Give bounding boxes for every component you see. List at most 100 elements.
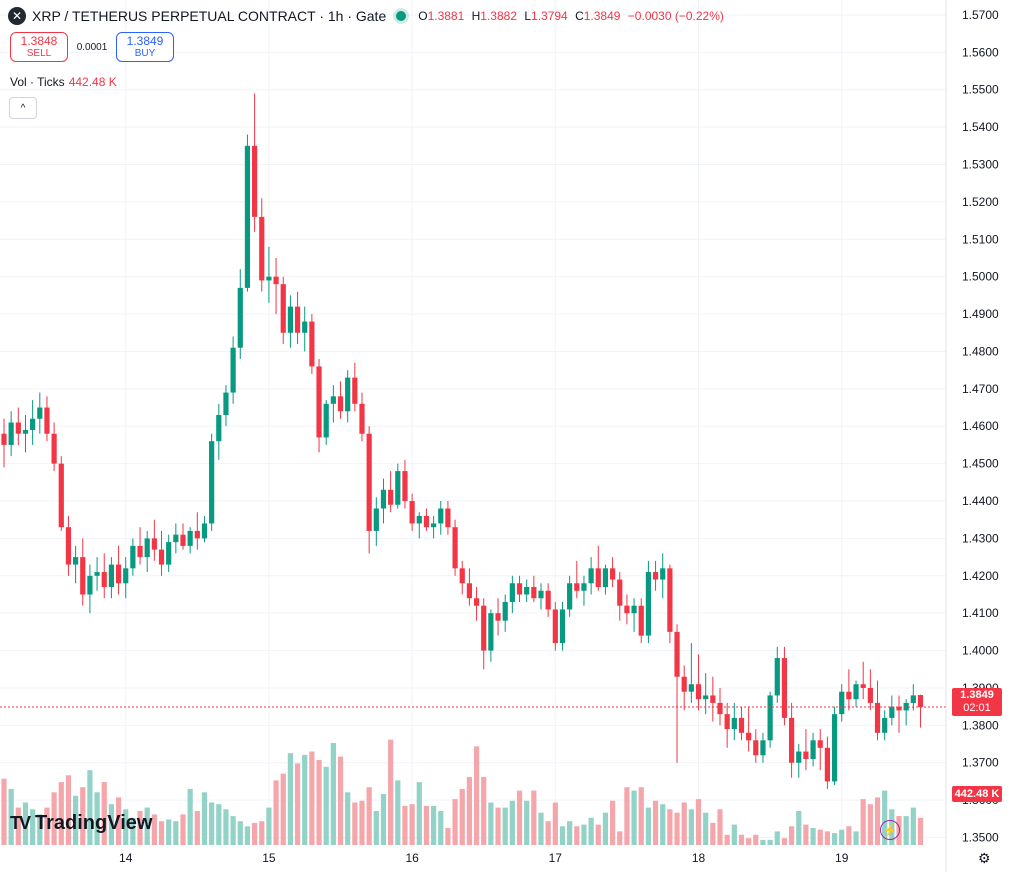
candle[interactable] [280,276,286,344]
candle[interactable] [882,710,888,741]
candle[interactable] [559,601,566,651]
candle[interactable] [22,415,29,453]
candle[interactable] [423,508,430,531]
candle[interactable] [760,732,766,763]
candle[interactable] [445,501,451,535]
candle[interactable] [710,676,716,722]
candle[interactable] [309,314,315,374]
candle[interactable] [216,403,222,460]
candle[interactable] [810,732,816,767]
candle[interactable] [345,370,351,423]
candle[interactable] [803,729,809,771]
candle[interactable] [846,669,852,711]
candle[interactable] [194,512,200,550]
candle[interactable] [652,560,659,591]
candle[interactable] [638,598,644,644]
candle[interactable] [416,512,422,539]
symbol-title[interactable]: XRP / TETHERUS PERPETUAL CONTRACT · 1h ·… [32,8,387,24]
candle[interactable] [917,694,924,728]
candle[interactable] [874,680,881,741]
candle[interactable] [617,572,623,621]
candle[interactable] [409,493,415,531]
candle[interactable] [567,575,573,617]
candle[interactable] [316,358,322,453]
candle[interactable] [796,744,802,778]
candle[interactable] [602,564,609,595]
candle[interactable] [180,523,186,550]
candle[interactable] [459,560,465,595]
candle[interactable] [581,575,587,606]
volume-legend[interactable]: Vol · Ticks 442.48 K [10,75,117,89]
candle[interactable] [1,418,7,468]
candle[interactable] [359,392,365,442]
collapse-legend-button[interactable]: ^ [9,97,37,119]
candle[interactable] [158,530,165,576]
candle[interactable] [244,134,251,292]
candle[interactable] [223,385,229,427]
candle[interactable] [746,706,752,752]
buy-button[interactable]: 1.3849 BUY [116,32,174,62]
candle[interactable] [373,497,379,546]
candle[interactable] [595,545,601,591]
candle[interactable] [552,601,558,651]
candle[interactable] [287,295,293,348]
candle[interactable] [774,646,780,703]
candle[interactable] [853,680,859,707]
candle[interactable] [660,553,666,599]
candle[interactable] [294,291,301,344]
candle[interactable] [438,501,444,535]
candle[interactable] [667,564,673,644]
candle[interactable] [323,400,329,445]
candle[interactable] [58,456,64,531]
candle[interactable] [302,306,308,352]
candle[interactable] [724,702,730,748]
candle[interactable] [817,729,823,771]
candle[interactable] [65,515,72,576]
candle[interactable] [51,422,57,472]
candle[interactable] [273,257,279,315]
candle[interactable] [688,643,694,703]
candle[interactable] [495,598,501,636]
candle[interactable] [108,557,114,599]
candle[interactable] [130,538,136,576]
candle[interactable] [574,560,580,599]
candle[interactable] [910,684,916,711]
candle[interactable] [481,598,487,670]
candle[interactable] [44,396,50,442]
candle[interactable] [545,583,551,617]
candle[interactable] [187,527,193,554]
candle[interactable] [738,706,745,741]
candle[interactable] [402,459,408,509]
candle[interactable] [388,471,394,513]
candle[interactable] [230,336,236,404]
candle[interactable] [352,362,358,412]
candle[interactable] [101,553,107,599]
candle[interactable] [674,624,680,763]
candle[interactable] [516,575,523,602]
candle[interactable] [624,594,630,625]
candle[interactable] [452,519,458,576]
market-status-icon[interactable] [396,11,407,21]
candle[interactable] [473,587,480,621]
candle[interactable] [531,575,537,602]
candle[interactable] [80,538,86,606]
candle[interactable] [588,557,594,595]
candle[interactable] [860,661,866,700]
candle[interactable] [610,557,616,588]
candle[interactable] [259,198,265,292]
candle[interactable] [731,702,737,741]
candle[interactable] [209,433,215,531]
candle[interactable] [395,463,401,509]
candle[interactable] [703,673,709,715]
candle[interactable] [144,530,150,573]
candle[interactable] [30,400,36,445]
candle[interactable] [266,246,272,303]
candle[interactable] [767,691,773,748]
candle[interactable] [896,695,902,733]
candle[interactable] [8,411,14,457]
candle[interactable] [824,736,830,789]
candle[interactable] [137,527,143,565]
candle[interactable] [15,407,21,445]
candle[interactable] [166,534,172,573]
gear-icon[interactable]: ⚙ [978,850,991,866]
